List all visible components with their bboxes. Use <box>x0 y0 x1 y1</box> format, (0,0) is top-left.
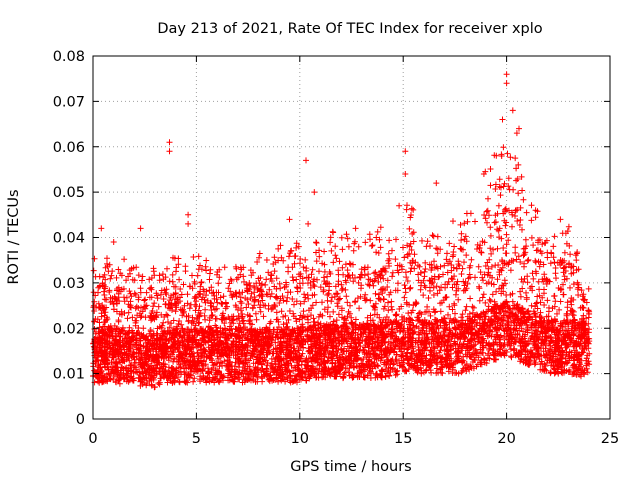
y-tick-label: 0.03 <box>53 276 85 292</box>
x-tick-label: 25 <box>601 431 619 447</box>
y-axis-label: ROTI / TECUs <box>6 189 22 284</box>
roti-data-points <box>90 71 593 391</box>
x-tick-label: 20 <box>497 431 515 447</box>
y-tick-label: 0.08 <box>53 49 85 65</box>
grid-layer <box>93 56 610 419</box>
y-tick-label: 0.07 <box>53 94 85 110</box>
y-tick-label: 0.02 <box>53 321 85 337</box>
points-layer <box>90 71 593 391</box>
x-axis-label: GPS time / hours <box>290 459 411 475</box>
x-tick-label: 5 <box>192 431 201 447</box>
x-tick-label: 15 <box>394 431 412 447</box>
ticks-layer: 0 0.01 0.02 0.03 0.04 0.05 0.06 0.07 0.08 0 5 10 15 2… <box>53 49 620 447</box>
chart-title: Day 213 of 2021, Rate Of TEC Index for r… <box>157 21 542 37</box>
y-tick-label: 0.06 <box>53 140 85 156</box>
y-tick-label: 0.05 <box>53 185 85 201</box>
y-tick-label: 0.01 <box>53 367 85 383</box>
x-tick-label: 0 <box>88 431 97 447</box>
y-tick-label: 0 <box>76 412 85 428</box>
y-tick-label: 0.04 <box>53 231 85 247</box>
x-tick-label: 10 <box>291 431 309 447</box>
